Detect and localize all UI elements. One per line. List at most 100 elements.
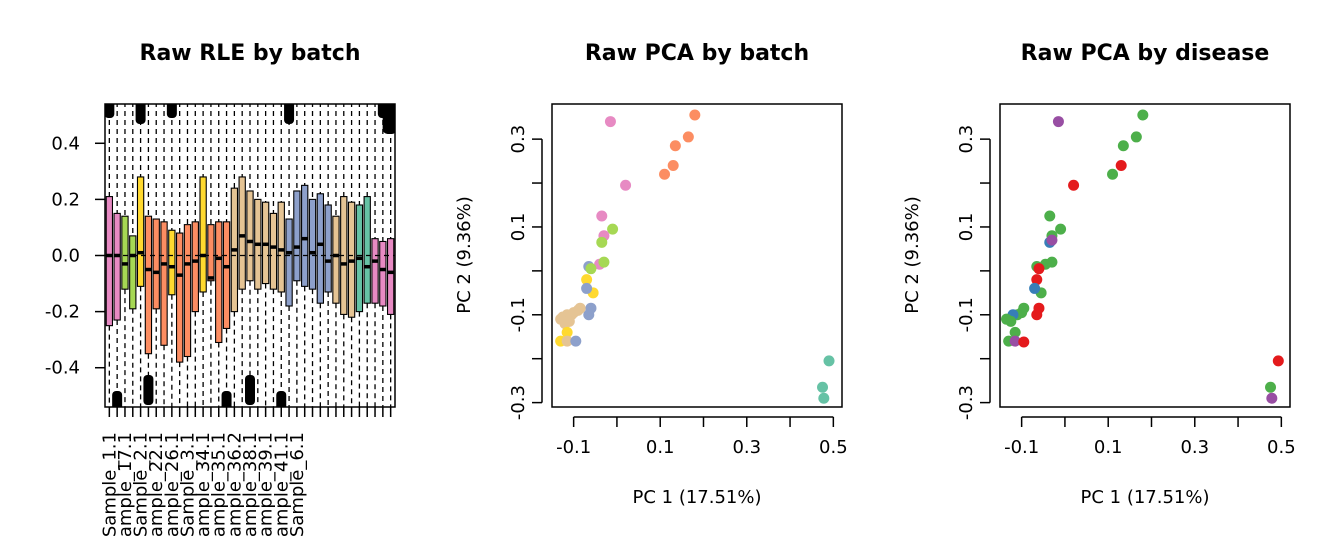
scatter-point [607, 223, 619, 235]
y-tick-label: 0.0 [51, 246, 80, 267]
pca-batch-plot-area [555, 109, 835, 404]
x-tick-label: Sample_2.1 [131, 432, 152, 537]
x-tick-label: Sample_34.1 [193, 432, 214, 537]
rle-plot-area [105, 104, 395, 407]
x-tick-label: Sample_26.1 [162, 432, 183, 537]
x-tick-label: Sample_1.1 [99, 432, 120, 537]
y-tick-label: 0.4 [51, 133, 80, 154]
box [293, 190, 301, 282]
scatter-point [1117, 140, 1129, 152]
x-tick-label: 0.5 [819, 437, 848, 458]
scatter-point [1044, 210, 1056, 222]
scatter-point [817, 381, 829, 393]
rle-panel: Raw RLE by batch -0.4 -0.2 0.0 0.2 0.4 Sample… [45, 41, 396, 537]
x-tick-label: Sample_17.1 [115, 432, 136, 537]
x-tick-label: -0.1 [556, 437, 591, 458]
scatter-point [596, 236, 608, 248]
scatter-point [1107, 168, 1119, 180]
box [277, 201, 285, 293]
box [246, 190, 254, 282]
y-tick-label: -0.2 [45, 302, 80, 323]
scatter-point [1005, 315, 1017, 327]
box [215, 221, 223, 344]
y-tick-label: 0.3 [508, 125, 529, 154]
scatter-point [682, 131, 694, 143]
x-tick-label: -0.1 [1004, 437, 1039, 458]
scatter-point [823, 355, 835, 367]
box [168, 229, 176, 296]
scatter-point [598, 256, 610, 268]
x-tick-label: Sample_41.1 [271, 432, 292, 537]
x-tick-label: Sample_38.1 [240, 432, 261, 537]
scatter-point [1115, 159, 1127, 171]
pca-batch-xlabel: PC 1 (17.51%) [633, 487, 762, 508]
scatter-point [604, 116, 616, 128]
scatter-point [561, 326, 573, 338]
x-tick-label: 0.1 [1094, 437, 1123, 458]
scatter-point [1266, 392, 1278, 404]
pca-disease-axes: -0.1 0.1 0.3 0.5 -0.3 -0.1 0.1 0.3 [956, 125, 1296, 458]
box [386, 238, 395, 315]
pca-disease-frame [999, 103, 1291, 408]
pca-batch-axes: -0.1 0.1 0.3 0.5 -0.3 -0.1 0.1 0.3 [508, 125, 848, 458]
outlier-cluster-bottom [276, 391, 287, 407]
outlier-cluster-top [135, 104, 146, 124]
scatter-point [581, 282, 593, 294]
box [324, 204, 332, 293]
pca-disease-title: Raw PCA by disease [1021, 41, 1270, 66]
x-tick-label: 0.5 [1267, 437, 1296, 458]
scatter-point [583, 309, 595, 321]
x-tick-label: Sample_3.1 [177, 432, 198, 537]
y-tick-label: 0.1 [956, 213, 977, 242]
box [222, 221, 231, 329]
scatter-point [1046, 234, 1058, 246]
rle-axes: -0.4-0.20.00.20.4Sample_1.1Sample_17.1Sa… [45, 133, 392, 537]
rle-title: Raw RLE by batch [140, 41, 361, 66]
outlier-cluster-bottom [245, 375, 255, 405]
scatter-point [818, 392, 830, 404]
x-tick-label: Sample_36.2 [224, 432, 245, 537]
box [144, 215, 153, 355]
scatter-point [563, 315, 575, 327]
box [121, 215, 129, 290]
y-tick-label: -0.1 [508, 297, 529, 332]
box [136, 176, 145, 287]
scatter-point [1068, 179, 1080, 191]
x-tick-label: 0.1 [646, 437, 675, 458]
box [113, 212, 121, 321]
pca-batch-title: Raw PCA by batch [585, 41, 809, 66]
pca-disease-plot-area [1000, 109, 1284, 404]
scatter-point [1018, 336, 1030, 348]
y-tick-label: -0.3 [956, 385, 977, 420]
scatter-point [667, 159, 679, 171]
pca-disease-xlabel: PC 1 (17.51%) [1081, 487, 1210, 508]
y-tick-label: 0.2 [51, 189, 80, 210]
box [379, 240, 387, 307]
outlier-cluster-top [166, 104, 177, 118]
outlier-cluster-bottom [143, 375, 154, 405]
box [207, 224, 215, 282]
scatter-point [1137, 109, 1149, 121]
scatter-point [620, 179, 632, 191]
box [183, 224, 192, 358]
pca-batch-ylabel: PC 2 (9.36%) [454, 196, 475, 314]
x-tick-label: Sample_35.1 [209, 432, 230, 537]
y-tick-label: 0.3 [956, 125, 977, 154]
box [191, 221, 199, 313]
scatter-point [1046, 256, 1058, 268]
box [316, 193, 325, 304]
box [199, 176, 207, 293]
scatter-point [1130, 131, 1142, 143]
outlier-cluster-bottom [221, 391, 232, 407]
y-tick-label: -0.4 [45, 358, 80, 379]
pca-disease-panel: Raw PCA by disease -0.1 0.1 0.3 0.5 -0.3 -0.1… [902, 41, 1296, 508]
y-tick-label: -0.3 [508, 385, 529, 420]
y-tick-label: -0.1 [956, 297, 977, 332]
scatter-point [570, 335, 582, 347]
box [285, 218, 293, 307]
box [332, 215, 340, 304]
pca-batch-panel: Raw PCA by batch -0.1 0.1 0.3 0.5 -0.3 -0.1 0.… [454, 41, 848, 508]
x-tick-label: Sample_6.1 [287, 432, 308, 537]
pca-batch-frame [551, 103, 843, 408]
